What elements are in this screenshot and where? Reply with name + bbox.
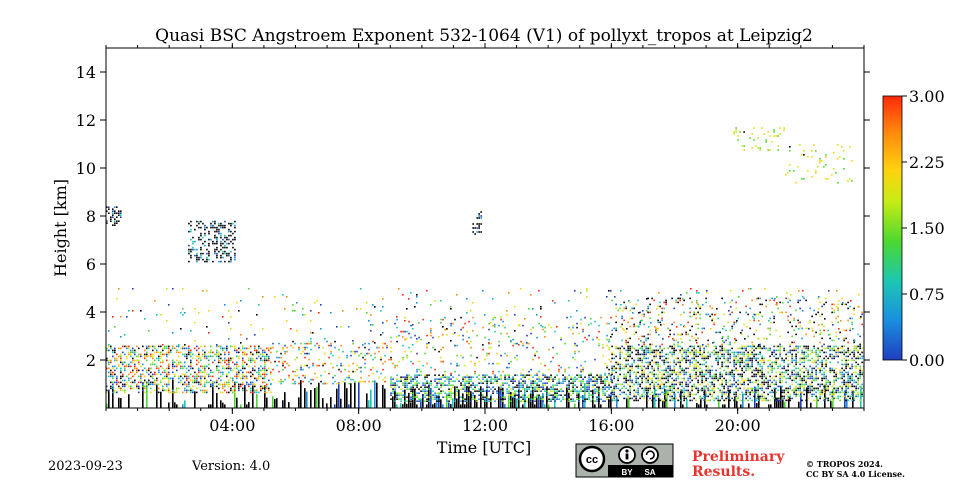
sa-share-icon [641,446,659,464]
x-tick-label: 12:00 [462,416,508,435]
cc-license-badge: cc BY SA [575,443,674,478]
y-axis: 2 4 6 8 10 12 14 [76,63,870,370]
y-tick-label: 6 [86,255,96,274]
x-tick-label: 04:00 [209,416,255,435]
x-tick-label: 20:00 [715,416,761,435]
colorbar-tick-label: 0.00 [909,351,945,370]
x-tick-label: 08:00 [336,416,382,435]
y-tick-label: 10 [76,159,96,178]
footer-version: Version: 4.0 [191,459,270,474]
colorbar-tick-label: 2.25 [909,153,945,172]
y-axis-label: Height [km] [51,179,70,277]
x-axis-label: Time [UTC] [437,438,531,457]
preliminary-label-line2: Results. [692,464,755,480]
colorbar-tick-label: 0.75 [909,285,945,304]
y-tick-label: 4 [86,303,96,322]
y-tick-label: 8 [86,207,96,226]
chart-title: Quasi BSC Angstroem Exponent 532-1064 (V… [155,26,813,46]
cc-icon [578,445,606,473]
heatmap-pixels [106,127,864,408]
y-tick-label: 12 [76,111,96,130]
x-tick-label: 16:00 [588,416,634,435]
x-axis: 04:00 08:00 12:00 16:00 20:00 [105,43,865,435]
y-tick-label: 14 [76,63,96,82]
copyright-line2: CC BY SA 4.0 License. [806,469,905,479]
footer-date: 2023-09-23 [48,459,123,474]
copyright-line1: © TROPOS 2024. [806,459,883,469]
colorbar-tick-label: 3.00 [909,87,945,106]
colorbar-ticks: 0.00 0.75 1.50 2.25 3.00 [902,87,945,370]
y-tick-label: 2 [86,351,96,370]
preliminary-label-line1: Preliminary [692,449,785,465]
colorbar-tick-label: 1.50 [909,219,945,238]
colorbar [882,95,903,361]
